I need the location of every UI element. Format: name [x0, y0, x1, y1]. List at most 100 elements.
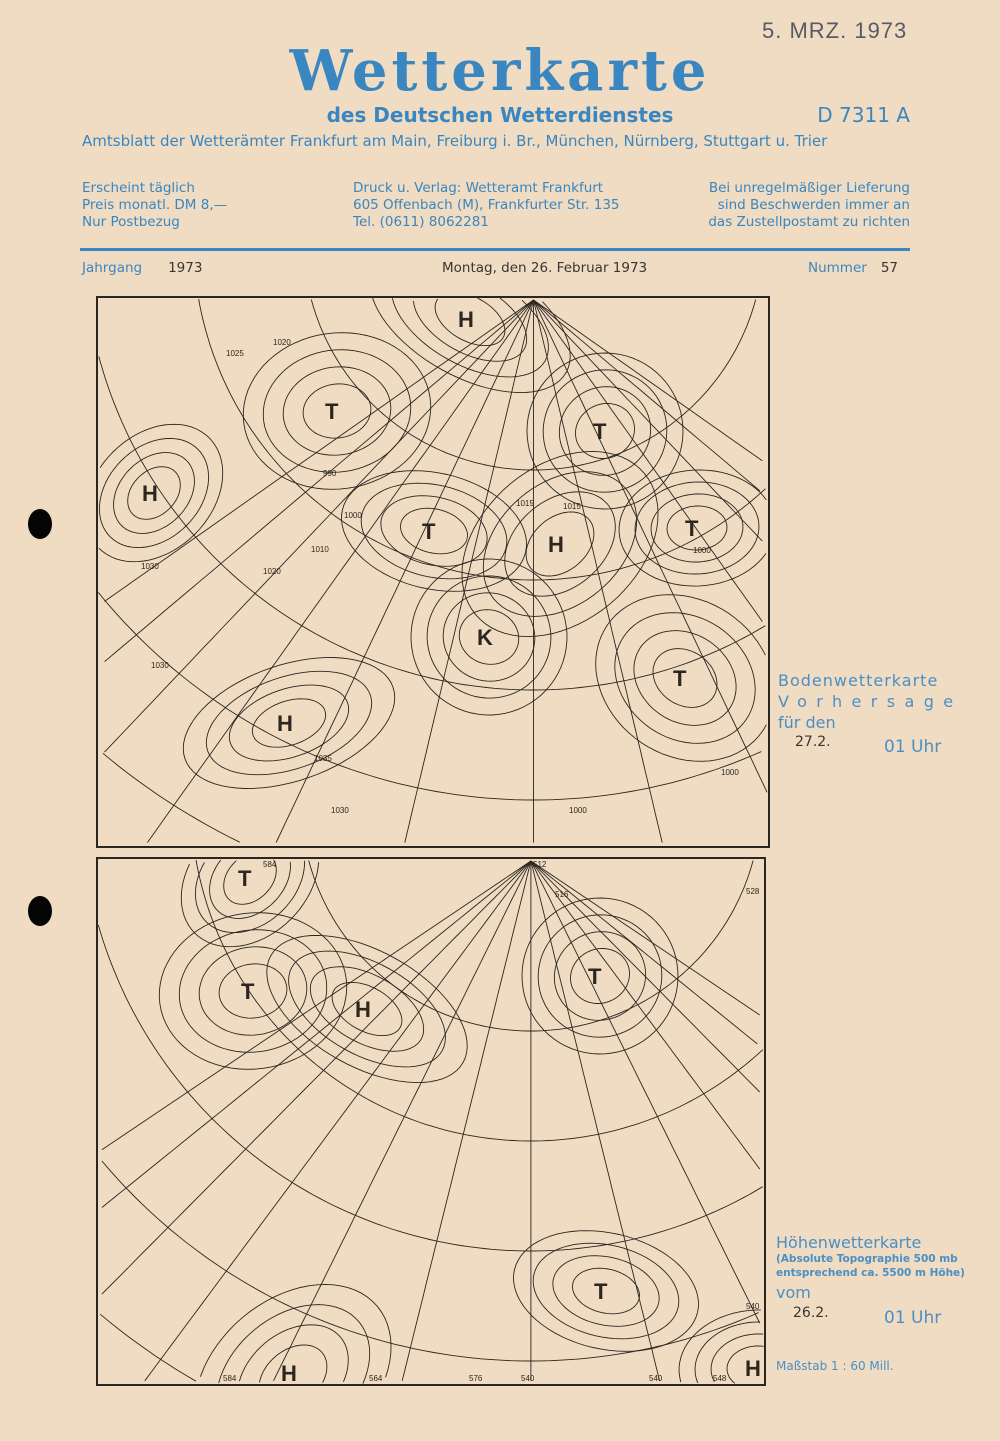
nummer-value: 57 — [880, 260, 898, 276]
isobar-value-label: 1025 — [226, 349, 244, 358]
pressure-center-label: T — [325, 399, 339, 424]
isobar-line — [666, 505, 728, 551]
caption-line: Höhenwetterkarte — [776, 1233, 922, 1252]
isobar-line — [205, 670, 373, 776]
meridian-line — [104, 299, 534, 753]
meridian-line — [104, 299, 534, 602]
latitude-line — [98, 924, 763, 1252]
isobar-line — [482, 471, 638, 617]
map1-time: 01 Uhr — [884, 737, 942, 757]
caption-line: für den — [778, 713, 836, 732]
isobar-line — [400, 507, 468, 555]
isobar-line — [434, 298, 506, 347]
isobar-line — [614, 612, 756, 744]
issue-date: Montag, den 26. Februar 1973 — [442, 260, 648, 276]
meridian-line — [530, 860, 758, 1045]
isobar-line — [558, 386, 652, 476]
pressure-center-label: T — [588, 964, 602, 989]
isobar-line — [251, 698, 327, 748]
caption-line: (Absolute Topographie 500 mb — [776, 1253, 958, 1265]
map-scale: Maßstab 1 : 60 Mill. — [776, 1359, 894, 1373]
isobar-line — [266, 934, 468, 1084]
isobar-line — [618, 469, 767, 587]
info-line: das Zustellpostamt zu richten — [708, 214, 910, 230]
latitude-line — [308, 860, 754, 1032]
isobar-line — [218, 1304, 371, 1384]
isobar-value-label: 1020 — [273, 338, 291, 347]
publication-code: D 7311 A — [817, 103, 910, 127]
latitude-line — [98, 356, 766, 691]
meridian-line — [530, 860, 761, 1170]
pressure-center-label: H — [458, 307, 474, 332]
isobar-line — [552, 1255, 660, 1327]
masthead-subtitle: des Deutschen Wetterdienstes — [326, 103, 674, 127]
meridian-line — [101, 860, 532, 1151]
punch-hole — [28, 896, 52, 926]
isobar-value-label: 1000 — [344, 511, 362, 520]
pressure-center-label: H — [277, 711, 293, 736]
meridian-line — [404, 299, 534, 843]
publisher-info: Druck u. Verlag: Wetteramt Frankfurt 605… — [353, 180, 620, 231]
isobar-line — [380, 495, 488, 567]
nummer-label: Nummer — [808, 260, 867, 276]
map2-caption: Höhenwetterkarte (Absolute Topographie 5… — [776, 1233, 965, 1302]
info-line: 605 Offenbach (M), Frankfurter Str. 135 — [353, 197, 620, 213]
isobar-value-label: 990 — [323, 469, 337, 478]
latitude-line — [102, 752, 240, 843]
isobar-line — [282, 366, 392, 456]
info-line: Erscheint täglich — [82, 180, 195, 196]
isobar-line — [634, 481, 760, 575]
isobar-line — [182, 657, 396, 789]
isobar-value-label: 540 — [521, 1374, 535, 1383]
meridian-line — [530, 860, 761, 1324]
isobar-value-label: 512 — [533, 860, 547, 869]
meridian-line — [533, 299, 663, 843]
header-divider — [80, 248, 910, 251]
isobar-value-label: 1015 — [563, 502, 581, 511]
isobar-line — [158, 912, 348, 1070]
isobar-line — [633, 630, 737, 726]
isobar-line — [288, 950, 446, 1068]
isobar-line — [521, 897, 679, 1055]
latitude-line — [98, 592, 762, 801]
pressure-center-label: T — [673, 666, 687, 691]
map2-date: 26.2. — [793, 1305, 829, 1321]
masthead-title: Wetterkarte — [289, 38, 711, 104]
pressure-center-label: T — [594, 1279, 608, 1304]
info-line: Druck u. Verlag: Wetteramt Frankfurt — [353, 180, 604, 196]
pressure-center-label: T — [685, 516, 699, 541]
isobar-line — [442, 592, 536, 682]
isobar-line — [410, 558, 568, 716]
received-stamp: 5. MRZ. 1973 — [762, 18, 908, 43]
isobar-line — [238, 1324, 349, 1382]
info-line: Preis monatl. DM 8,— — [82, 197, 228, 213]
isobar-value-label: 584 — [263, 860, 277, 869]
isobar-value-label: 576 — [469, 1374, 483, 1383]
isobar-line — [504, 491, 616, 597]
isobar-line — [113, 452, 195, 534]
isobar-line — [532, 1242, 680, 1340]
isobar-line — [228, 684, 350, 762]
isobar-value-label: 1000 — [693, 546, 711, 555]
isobar-line — [98, 437, 210, 549]
meridian-line — [101, 860, 532, 1295]
isobar-value-label: 548 — [713, 1374, 727, 1383]
latitude-line — [99, 1313, 197, 1382]
meridian-line — [530, 860, 661, 1381]
isobar-line — [198, 946, 308, 1036]
isobar-line — [199, 1283, 392, 1378]
isobar-line — [262, 349, 412, 473]
isobar-line — [309, 966, 425, 1052]
isobar-line — [127, 466, 181, 520]
caption-line: vom — [776, 1283, 811, 1302]
latitude-line — [101, 1160, 759, 1362]
pressure-center-label: T — [238, 866, 252, 891]
info-line: Tel. (0611) 8062281 — [353, 214, 489, 230]
isobar-value-label: 540 — [746, 1302, 760, 1311]
pressure-center-label: H — [548, 532, 564, 557]
isobar-value-label: 1000 — [569, 806, 587, 815]
meridian-line — [104, 299, 534, 663]
info-line: Nur Postbezug — [82, 214, 180, 230]
meridian-line — [530, 860, 760, 1016]
pressure-center-label: T — [241, 979, 255, 1004]
